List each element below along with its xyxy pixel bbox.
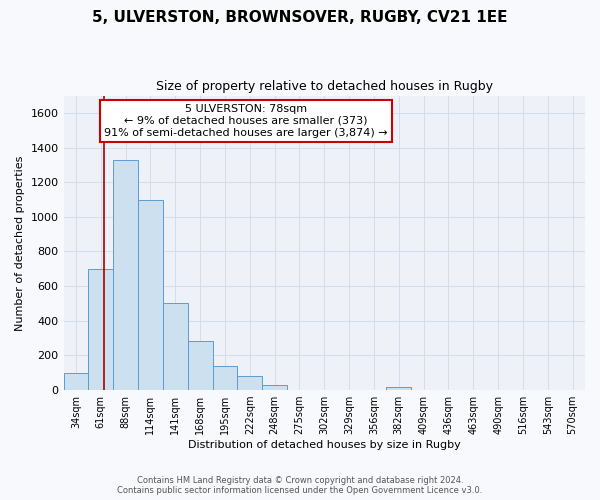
Title: Size of property relative to detached houses in Rugby: Size of property relative to detached ho… [156,80,493,93]
Bar [138,200,163,390]
Bar [64,373,88,390]
Text: 5 ULVERSTON: 78sqm
← 9% of detached houses are smaller (373)
91% of semi-detache: 5 ULVERSTON: 78sqm ← 9% of detached hous… [104,104,388,138]
Bar [113,160,138,390]
Bar [238,376,262,390]
Bar [262,385,287,390]
X-axis label: Distribution of detached houses by size in Rugby: Distribution of detached houses by size … [188,440,461,450]
Bar [188,340,212,390]
Bar [386,386,411,390]
Text: 5, ULVERSTON, BROWNSOVER, RUGBY, CV21 1EE: 5, ULVERSTON, BROWNSOVER, RUGBY, CV21 1E… [92,10,508,25]
Text: Contains HM Land Registry data © Crown copyright and database right 2024.
Contai: Contains HM Land Registry data © Crown c… [118,476,482,495]
Y-axis label: Number of detached properties: Number of detached properties [15,155,25,330]
Bar [88,269,113,390]
Bar [163,304,188,390]
Bar [212,366,238,390]
